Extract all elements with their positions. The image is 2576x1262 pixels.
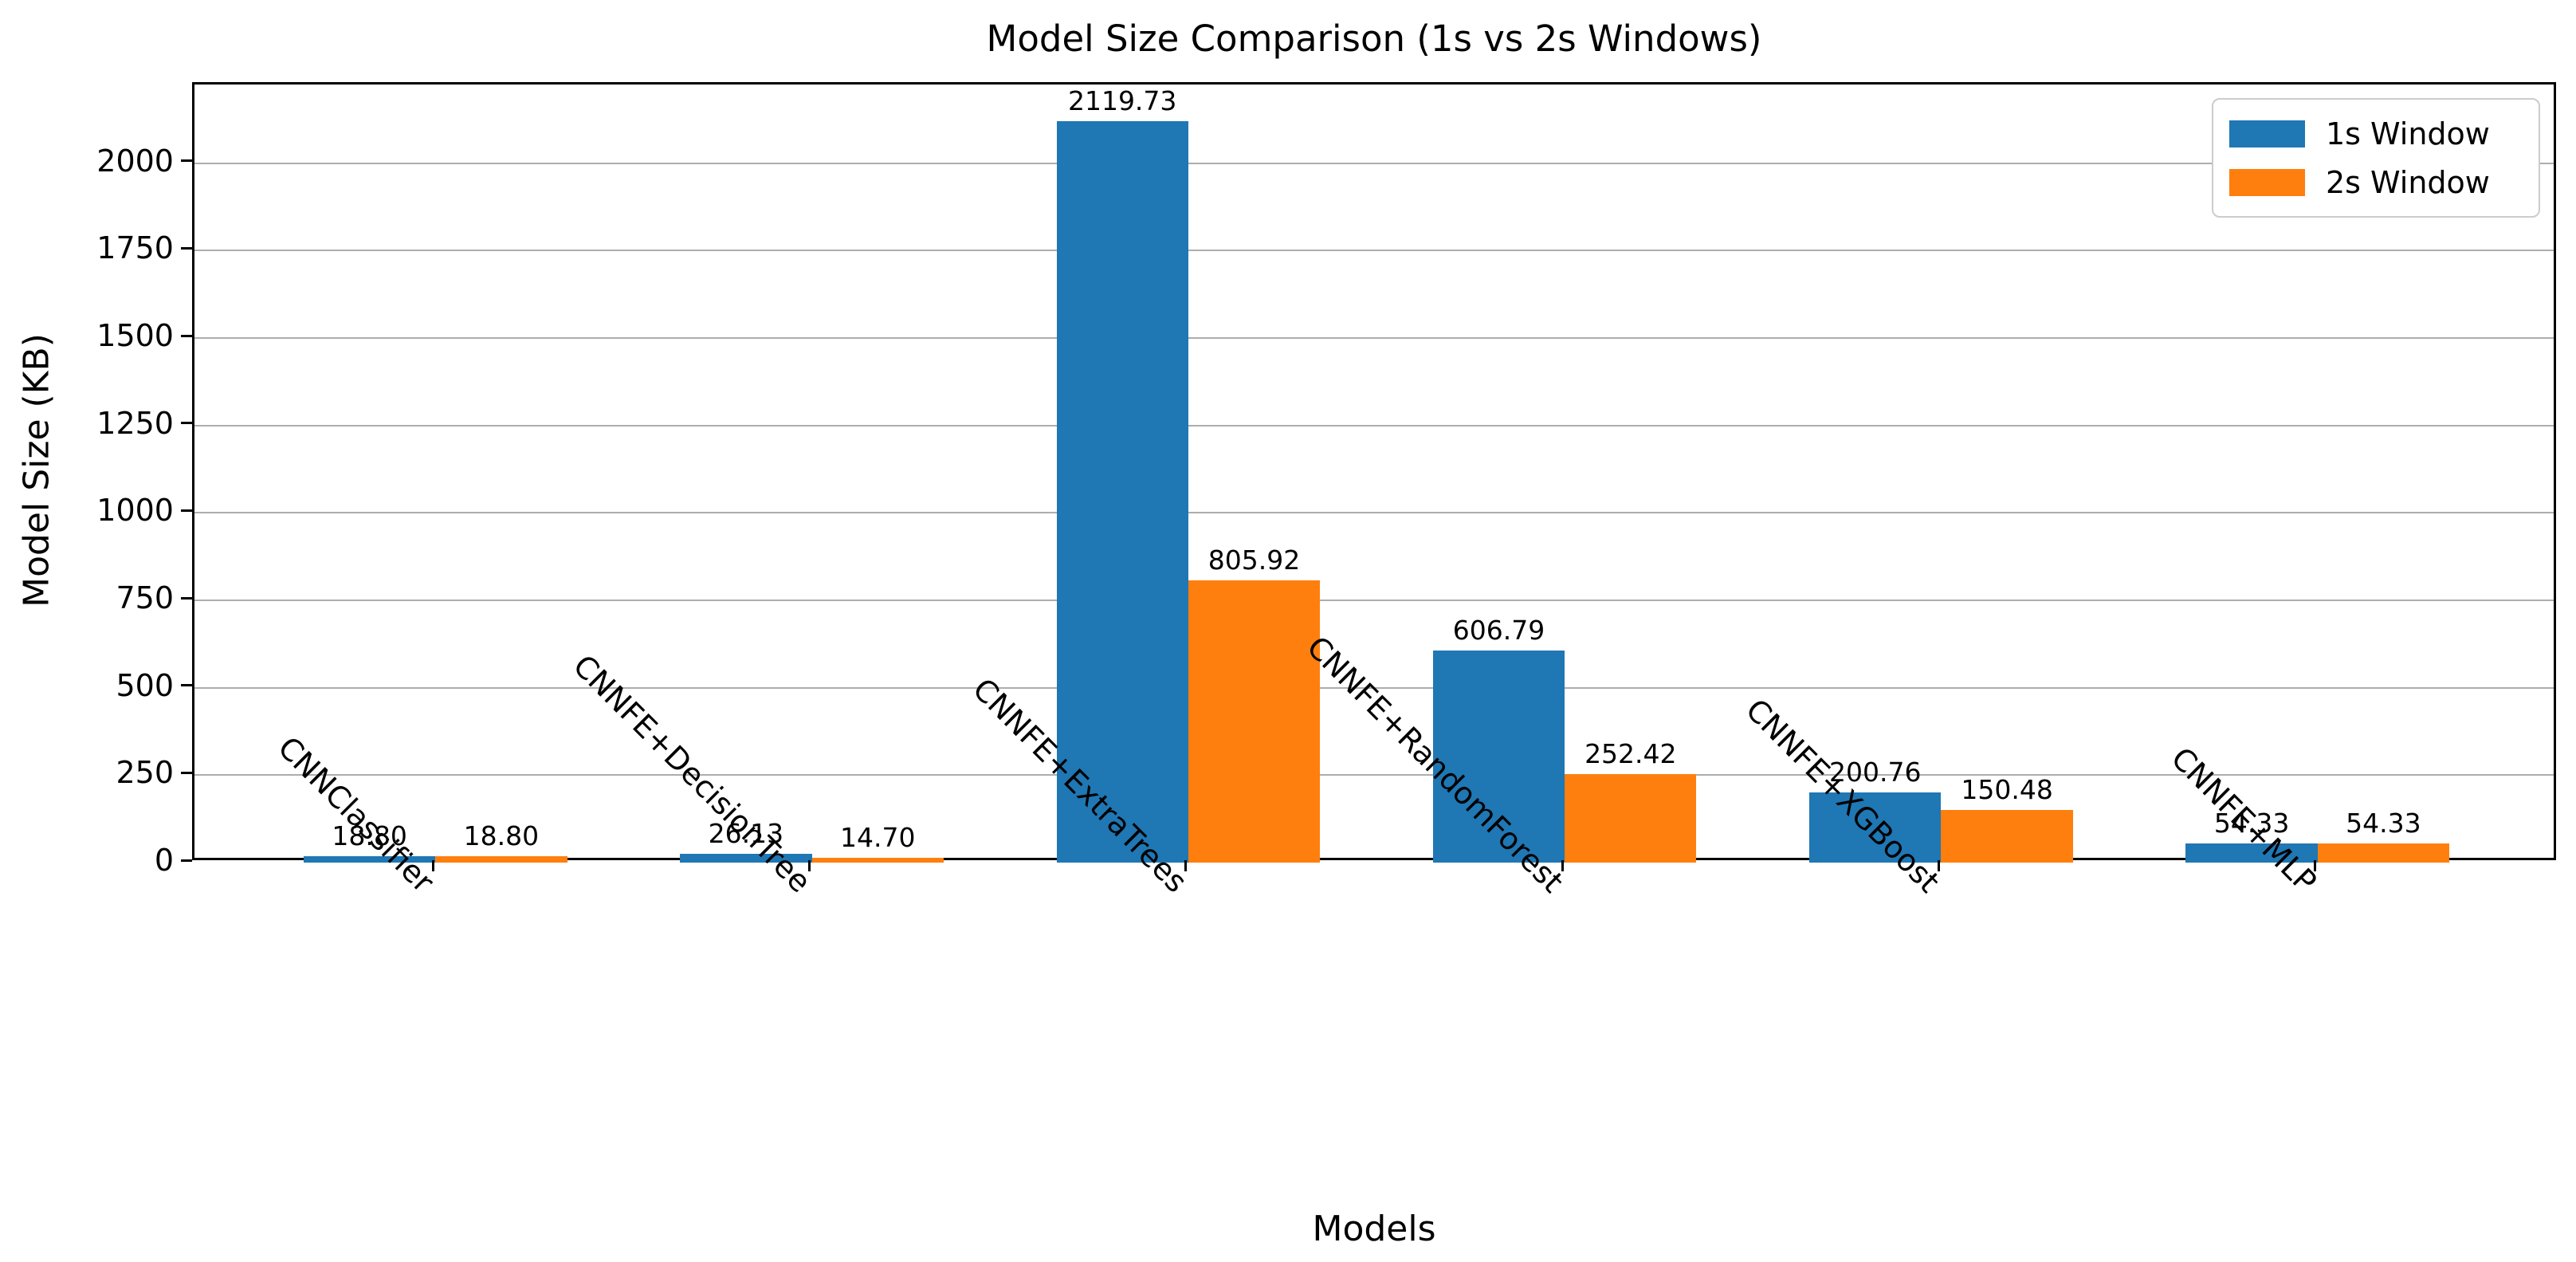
legend: 1s Window 2s Window	[2212, 98, 2540, 218]
chart-title: Model Size Comparison (1s vs 2s Windows)	[986, 18, 1762, 60]
y-tick-label: 750	[116, 580, 174, 615]
bar-value-label: 26.13	[708, 817, 784, 849]
y-tick-mark	[181, 684, 192, 687]
gridline	[194, 337, 2554, 340]
gridline	[194, 512, 2554, 514]
x-tick-mark	[808, 860, 811, 871]
bar-1s-window-CNNFE+XGBoost	[1809, 792, 1942, 863]
bar-value-label: 252.42	[1584, 738, 1677, 770]
bar-value-label: 150.48	[1961, 773, 2053, 805]
gridline	[194, 250, 2554, 252]
y-tick-label: 1000	[96, 493, 174, 529]
legend-label-1s-window: 1s Window	[2326, 116, 2490, 151]
bar-value-label: 200.76	[1829, 756, 1922, 788]
plot-area: 18.80 26.13 2119.73 606.79 200.76 54.33 18.80 1…	[192, 82, 2556, 863]
y-tick-label: 1250	[96, 405, 174, 441]
y-tick-label: 500	[116, 667, 174, 703]
y-axis-label: Model Size (KB)	[16, 333, 57, 607]
y-tick-label: 250	[116, 755, 174, 791]
bar-value-label: 2119.73	[1067, 85, 1177, 117]
gridline	[194, 600, 2554, 601]
bar-2s-window-CNNFE+RandomForest	[1565, 774, 1697, 863]
bar-2s-window-CNNFE+DecisionTree	[811, 857, 944, 863]
y-tick-mark	[181, 246, 192, 250]
bar-1s-window-CNNClassifier	[303, 855, 436, 863]
bar-1s-window-CNNFE+DecisionTree	[680, 853, 812, 863]
x-tick-mark	[1937, 860, 1940, 871]
y-tick-mark	[181, 859, 192, 862]
x-tick-mark	[1184, 860, 1188, 871]
bar-1s-window-CNNFE+RandomForest	[1432, 650, 1565, 863]
bar-2s-window-CNNFE+XGBoost	[1941, 809, 2073, 863]
y-tick-mark	[181, 334, 192, 337]
bar-1s-window-CNNFE+MLP	[2185, 843, 2318, 863]
bar-1s-window-CNNFE+ExtraTrees	[1056, 121, 1188, 863]
legend-label-2s-window: 2s Window	[2326, 164, 2490, 200]
gridline	[194, 162, 2554, 164]
bar-value-label: 606.79	[1452, 614, 1545, 646]
y-tick-label: 2000	[96, 143, 174, 179]
legend-item-2s-window: 2s Window	[2229, 159, 2523, 206]
legend-item-1s-window: 1s Window	[2229, 111, 2523, 157]
bar-value-label: 54.33	[2346, 808, 2421, 839]
bar-2s-window-CNNClassifier	[435, 855, 567, 863]
x-tick-mark	[2314, 860, 2317, 871]
x-axis-label: Models	[1312, 1209, 1436, 1249]
gridline	[194, 686, 2554, 689]
x-tick-mark	[431, 860, 434, 871]
bar-value-label: 18.80	[463, 820, 540, 851]
legend-swatch-1s-window	[2229, 120, 2305, 147]
y-tick-label: 1750	[96, 230, 174, 266]
y-tick-label: 1500	[96, 318, 174, 354]
y-tick-mark	[181, 509, 192, 512]
y-tick-mark	[181, 159, 192, 163]
bar-value-label: 18.80	[332, 820, 407, 851]
bar-value-label: 14.70	[839, 821, 916, 853]
legend-swatch-2s-window	[2229, 168, 2305, 196]
y-tick-mark	[181, 771, 192, 774]
x-tick-mark	[1561, 860, 1564, 871]
y-tick-mark	[181, 596, 192, 600]
gridline	[194, 774, 2554, 776]
bar-value-label: 54.33	[2213, 808, 2290, 839]
y-tick-mark	[181, 422, 192, 425]
bar-2s-window-CNNFE+ExtraTrees	[1188, 580, 1321, 863]
y-tick-label: 0	[154, 843, 174, 878]
gridline	[194, 424, 2554, 427]
bar-2s-window-CNNFE+MLP	[2317, 843, 2450, 863]
bar-value-label: 805.92	[1208, 545, 1301, 576]
